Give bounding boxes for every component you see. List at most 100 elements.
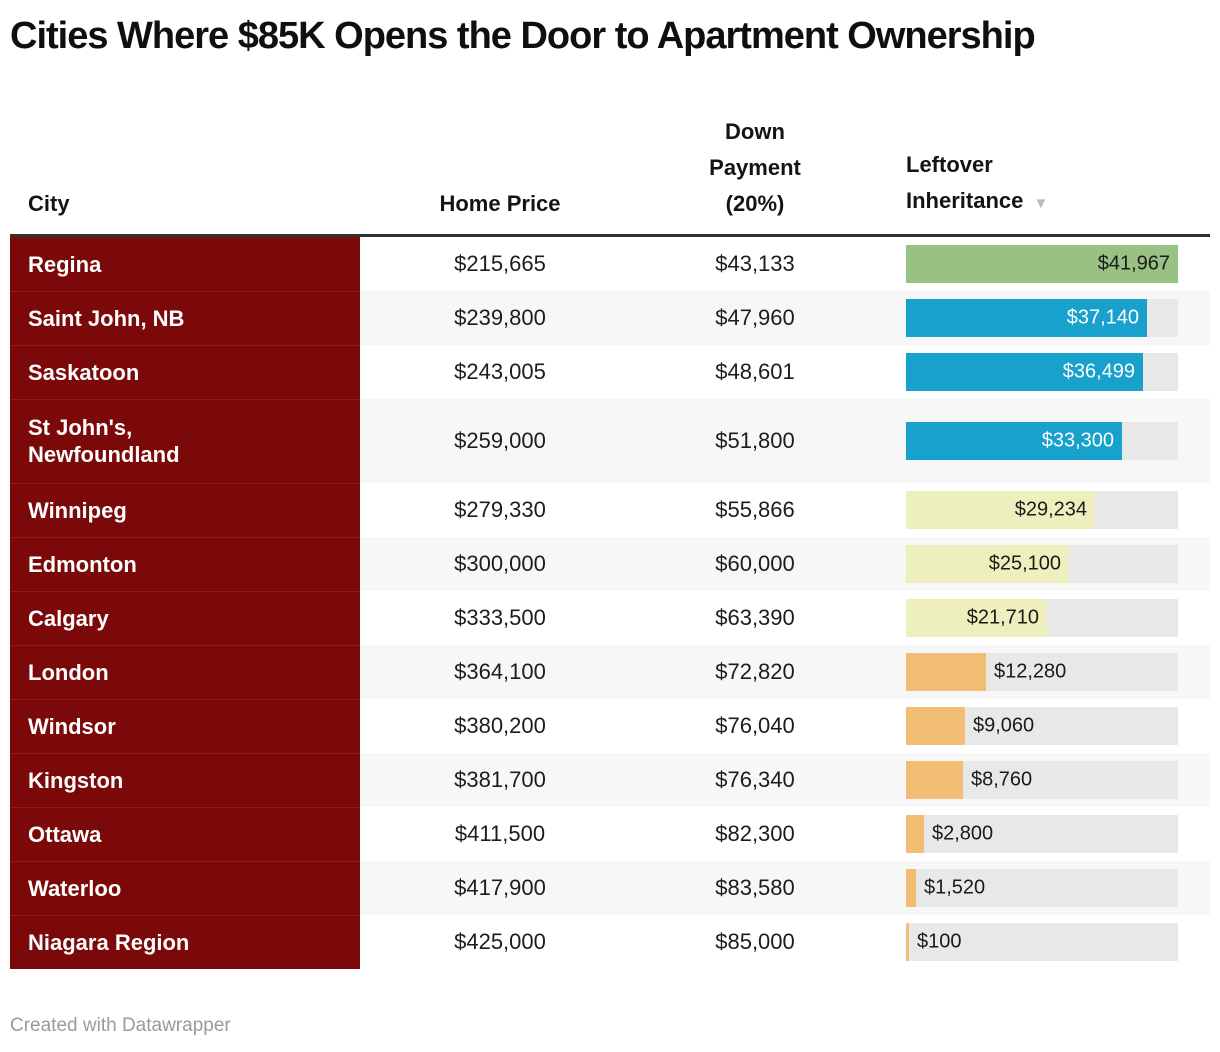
column-header-leftover-label: Leftover Inheritance (906, 152, 1024, 213)
city-cell: Ottawa (10, 807, 360, 861)
leftover-bar (906, 422, 1122, 460)
home-price-cell: $364,100 (454, 659, 546, 684)
leftover-value-label: $8,760 (971, 768, 1033, 791)
down-payment-cell: $48,601 (715, 359, 795, 384)
city-cell: St John's, Newfoundland (10, 399, 360, 483)
down-payment-cell: $60,000 (715, 551, 795, 576)
down-payment-cell: $76,040 (715, 713, 795, 738)
city-label: Regina (28, 251, 102, 277)
leftover-bar-cell: $2,800 (870, 807, 1210, 861)
bar-track: $9,060 (906, 707, 1178, 745)
city-label: Saskatoon (28, 359, 140, 385)
column-header-leftover-label-wrap: Leftover Inheritance ▼ (906, 147, 1101, 222)
leftover-bar-cell: $33,300 (870, 399, 1210, 483)
city-cell: Saskatoon (10, 345, 360, 399)
down-payment-cell: $85,000 (715, 929, 795, 954)
bar-track: $2,800 (906, 815, 1178, 853)
bar-track: $37,140 (906, 299, 1178, 337)
bar-track: $12,280 (906, 653, 1178, 691)
bar-track: $33,300 (906, 422, 1178, 460)
home-price-cell: $279,330 (454, 497, 546, 522)
city-cell: Kingston (10, 753, 360, 807)
city-label: Waterloo (28, 875, 122, 901)
home-price-cell: $333,500 (454, 605, 546, 630)
city-label: Edmonton (28, 551, 137, 577)
leftover-bar (906, 491, 1095, 529)
down-payment-cell: $82,300 (715, 821, 795, 846)
bar-track: $29,234 (906, 491, 1178, 529)
home-price-cell: $259,000 (454, 428, 546, 453)
leftover-bar-cell: $21,710 (870, 591, 1210, 645)
leftover-bar (906, 869, 916, 907)
city-label: Windsor (28, 713, 116, 739)
home-price-cell: $243,005 (454, 359, 546, 384)
bar-track: $100 (906, 923, 1178, 961)
down-payment-cell: $51,800 (715, 428, 795, 453)
leftover-value-label: $2,800 (932, 822, 994, 845)
column-header-home-price[interactable]: Home Price (439, 191, 561, 216)
bar-track: $8,760 (906, 761, 1178, 799)
leftover-value-label: $29,234 (1014, 498, 1087, 521)
table-row: Niagara Region $425,000 $85,000 $100 (10, 915, 1210, 969)
table-row: Saskatoon $243,005 $48,601 $36,499 (10, 345, 1210, 399)
city-label: St John's, Newfoundland (28, 415, 180, 467)
city-cell: Edmonton (10, 537, 360, 591)
sort-descending-icon[interactable]: ▼ (1033, 195, 1049, 212)
bar-track: $1,520 (906, 869, 1178, 907)
column-header-city[interactable]: City (28, 191, 70, 216)
bar-track: $25,100 (906, 545, 1178, 583)
leftover-bar-cell: $41,967 (870, 237, 1210, 291)
table-body: Regina $215,665 $43,133 $41,967 Saint Jo… (10, 237, 1210, 969)
leftover-value-label: $21,710 (966, 606, 1039, 629)
leftover-bar-cell: $1,520 (870, 861, 1210, 915)
city-cell: Niagara Region (10, 915, 360, 969)
leftover-bar-cell: $8,760 (870, 753, 1210, 807)
table-row: Kingston $381,700 $76,340 $8,760 (10, 753, 1210, 807)
leftover-value-label: $25,100 (988, 552, 1061, 575)
home-price-cell: $215,665 (454, 251, 546, 276)
down-payment-cell: $55,866 (715, 497, 795, 522)
leftover-value-label: $41,967 (1097, 252, 1170, 275)
column-header-down-payment[interactable]: Down Payment (20%) (640, 114, 870, 234)
city-label: London (28, 659, 109, 685)
leftover-bar (906, 545, 1069, 583)
leftover-bar-cell: $100 (870, 915, 1210, 969)
table-row: Calgary $333,500 $63,390 $21,710 (10, 591, 1210, 645)
city-label: Winnipeg (28, 497, 127, 523)
table-row: Waterloo $417,900 $83,580 $1,520 (10, 861, 1210, 915)
leftover-bar (906, 653, 986, 691)
leftover-bar-cell: $29,234 (870, 483, 1210, 537)
home-price-cell: $417,900 (454, 875, 546, 900)
bar-track: $41,967 (906, 245, 1178, 283)
leftover-value-label: $100 (917, 930, 962, 953)
leftover-bar-cell: $37,140 (870, 291, 1210, 345)
chart-title: Cities Where $85K Opens the Door to Apar… (10, 15, 1036, 57)
down-payment-cell: $83,580 (715, 875, 795, 900)
home-price-cell: $380,200 (454, 713, 546, 738)
city-cell: Waterloo (10, 861, 360, 915)
column-header-leftover-inheritance[interactable]: Leftover Inheritance ▼ (870, 147, 1210, 234)
city-cell: Winnipeg (10, 483, 360, 537)
leftover-value-label: $12,280 (994, 660, 1067, 683)
table-row: Edmonton $300,000 $60,000 $25,100 (10, 537, 1210, 591)
leftover-bar (906, 923, 909, 961)
leftover-bar (906, 599, 1047, 637)
leftover-value-label: $9,060 (973, 714, 1035, 737)
down-payment-cell: $43,133 (715, 251, 795, 276)
city-label: Kingston (28, 767, 124, 793)
city-cell: Calgary (10, 591, 360, 645)
attribution: Created with Datawrapper (10, 1015, 231, 1036)
city-label: Ottawa (28, 821, 102, 847)
leftover-bar-cell: $36,499 (870, 345, 1210, 399)
table-row: St John's, Newfoundland $259,000 $51,800… (10, 399, 1210, 483)
leftover-bar-cell: $12,280 (870, 645, 1210, 699)
table-row: Regina $215,665 $43,133 $41,967 (10, 237, 1210, 291)
leftover-bar (906, 299, 1147, 337)
city-cell: Windsor (10, 699, 360, 753)
home-price-cell: $425,000 (454, 929, 546, 954)
down-payment-cell: $72,820 (715, 659, 795, 684)
table-row: Winnipeg $279,330 $55,866 $29,234 (10, 483, 1210, 537)
table-row: Saint John, NB $239,800 $47,960 $37,140 (10, 291, 1210, 345)
leftover-bar (906, 245, 1178, 283)
